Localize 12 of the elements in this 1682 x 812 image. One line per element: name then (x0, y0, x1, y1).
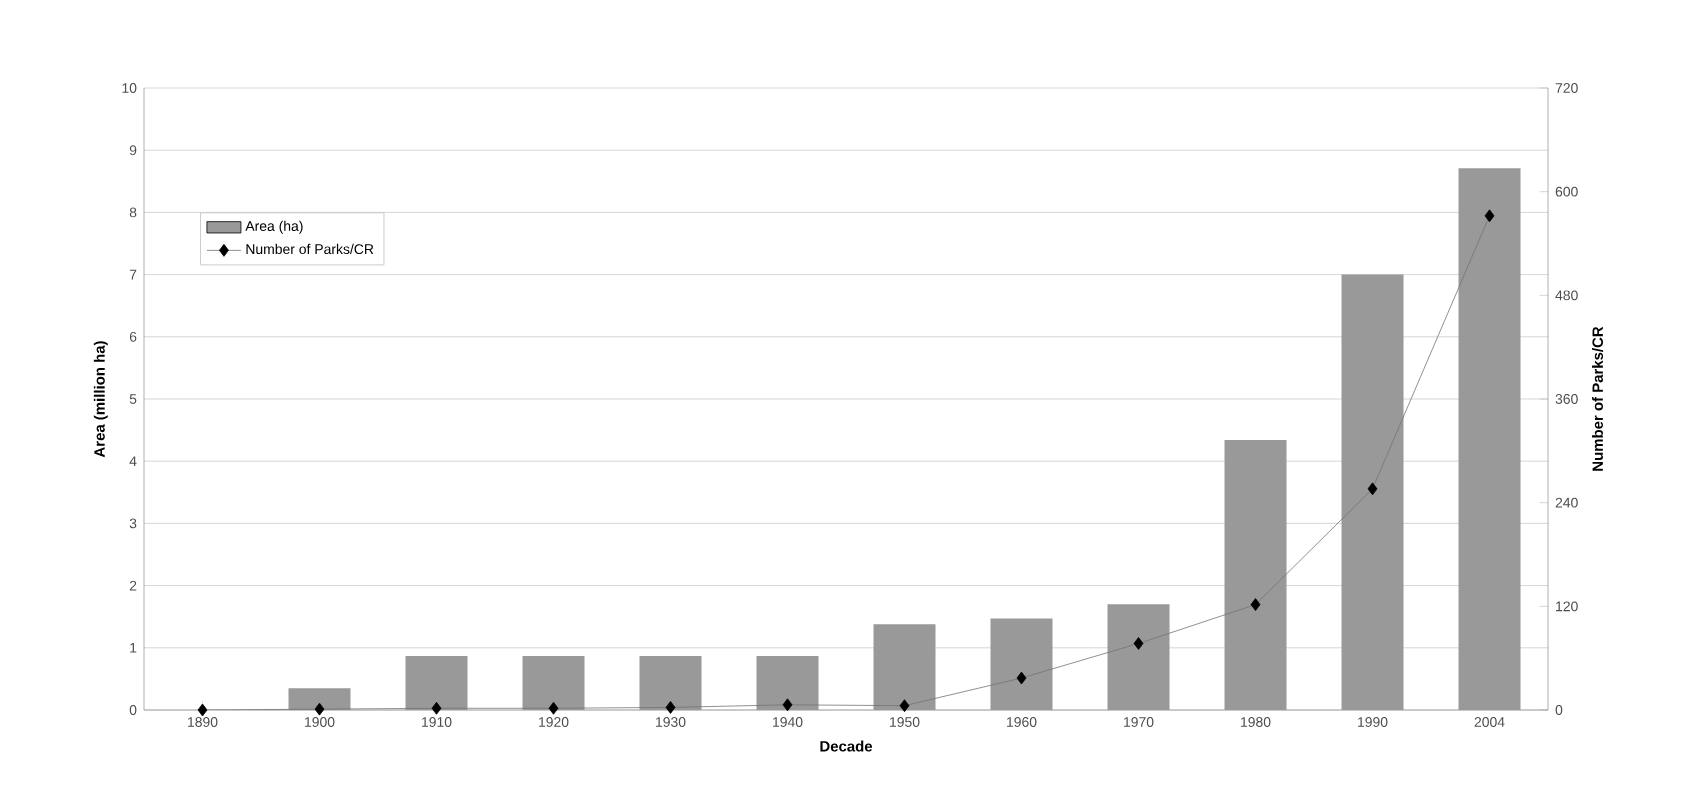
point (782, 698, 793, 712)
point (1250, 598, 1261, 611)
point (1016, 671, 1027, 685)
point (548, 701, 559, 715)
point (314, 702, 325, 716)
point (1133, 637, 1144, 650)
point (197, 703, 208, 717)
point (1367, 482, 1378, 496)
point (665, 701, 676, 714)
point (899, 699, 910, 713)
point (431, 701, 442, 715)
point (1484, 209, 1495, 223)
